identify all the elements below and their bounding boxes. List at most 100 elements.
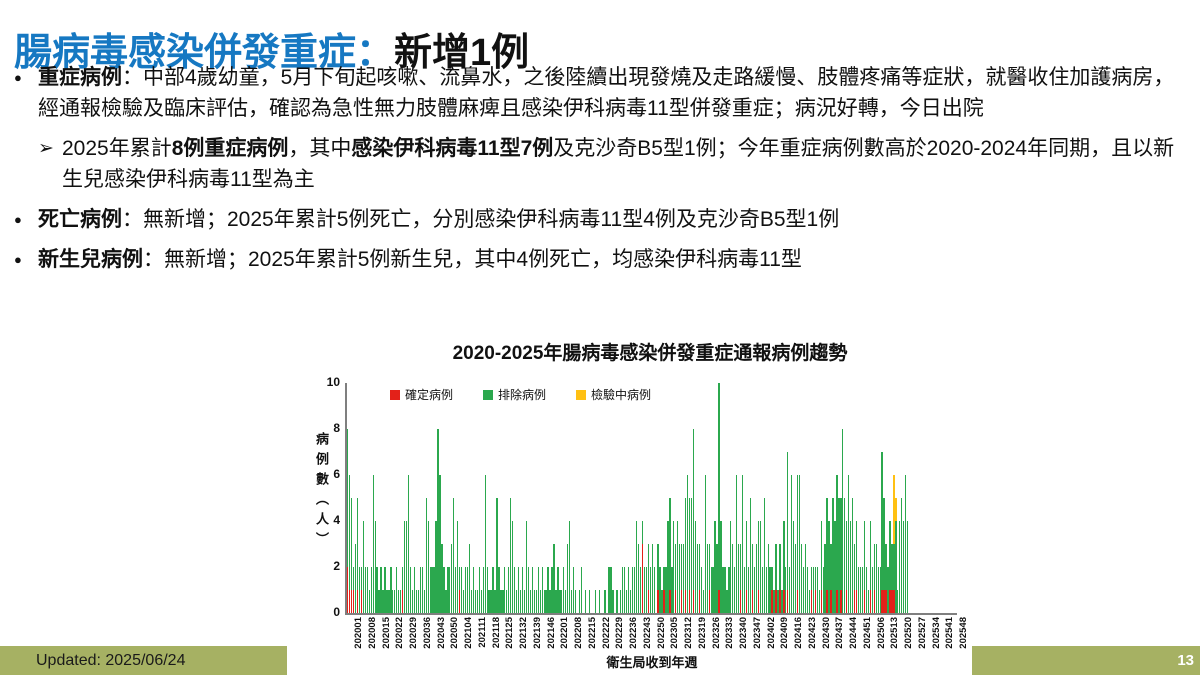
bar <box>667 521 669 613</box>
bar <box>724 567 726 613</box>
bar-segment <box>755 544 758 613</box>
bullet-text-segment: 及克沙奇B5型1例；今年重症病例數高於2020-2024年同期，且以新生兒感染伊… <box>62 137 1175 191</box>
bar-segment <box>787 452 789 590</box>
bar <box>470 590 473 613</box>
bar <box>494 590 496 613</box>
bar-segment <box>405 521 408 613</box>
bar-segment <box>352 567 355 590</box>
bar-segment <box>411 590 414 613</box>
bar-segment <box>484 475 486 613</box>
bar <box>749 498 752 613</box>
bar <box>604 590 606 613</box>
bar <box>413 567 416 613</box>
bar <box>830 544 832 613</box>
bar <box>580 567 583 613</box>
bullet-text-segment: ：無新增；2025年累計5例新生兒，其中4例死亡，均感染伊科病毒11型 <box>143 248 802 271</box>
bar <box>732 544 734 613</box>
x-tick-label: 202451 <box>861 617 873 649</box>
bar <box>459 567 461 613</box>
bar <box>620 590 622 613</box>
bar-segment <box>869 590 871 613</box>
bar-segment <box>626 590 628 613</box>
x-tick-label: 202236 <box>628 617 640 649</box>
bar-segment <box>348 475 351 590</box>
bar <box>362 521 365 613</box>
bar <box>563 567 565 613</box>
bar <box>867 590 870 613</box>
bar-segment <box>891 590 893 613</box>
bar <box>877 567 879 613</box>
bar <box>828 521 830 613</box>
bar-segment <box>698 590 701 613</box>
x-tick-label: 202111 <box>476 617 488 648</box>
bar <box>873 544 875 613</box>
bar-segment <box>753 567 756 613</box>
bar <box>384 567 386 613</box>
x-tick-label: 202326 <box>710 617 722 649</box>
bar-segment <box>714 521 716 613</box>
bar-segment <box>671 567 673 613</box>
bar <box>861 567 864 613</box>
bar-segment <box>504 567 506 613</box>
bullet-item: ➢ 2025年累計8例重症病例，其中感染伊科病毒11型7例及克沙奇B5型1例；今年… <box>38 133 1192 195</box>
bar <box>567 544 569 613</box>
bar-segment <box>402 567 404 590</box>
bar-segment <box>608 567 610 613</box>
bar <box>889 521 891 613</box>
bar <box>445 590 447 613</box>
bar-segment <box>677 521 679 613</box>
bar-segment <box>751 590 754 613</box>
bar-segment <box>795 544 797 613</box>
bar-segment <box>763 498 765 613</box>
bar-segment <box>354 544 357 613</box>
bar-segment <box>437 429 439 613</box>
bar <box>730 521 732 613</box>
x-tick-label: 202146 <box>545 617 557 649</box>
bar-segment <box>669 498 671 590</box>
x-tick-label: 202250 <box>655 617 667 649</box>
bar-segment <box>563 567 565 613</box>
bar-segment <box>855 521 858 590</box>
bar <box>551 567 553 613</box>
x-tick-label: 202409 <box>779 617 791 649</box>
bar-segment <box>903 521 905 613</box>
bar-segment <box>822 567 824 613</box>
bar-segment <box>549 590 551 613</box>
bar-segment <box>488 590 490 613</box>
bar <box>645 567 647 613</box>
bar-segment <box>804 544 807 613</box>
x-tick-label: 202001 <box>353 617 364 649</box>
bar-segment <box>889 590 891 613</box>
bar <box>832 498 834 613</box>
bar-segment <box>836 475 838 590</box>
bar <box>853 544 856 613</box>
bar-segment <box>594 590 596 613</box>
bar-segment <box>398 590 400 613</box>
bar-segment <box>459 590 461 613</box>
bar <box>588 590 590 613</box>
bar-segment <box>673 521 675 613</box>
bar <box>665 567 667 613</box>
x-tick-label: 202430 <box>820 617 832 649</box>
bar <box>488 590 490 613</box>
bar <box>740 544 742 613</box>
bar-segment <box>891 544 893 590</box>
x-tick-label: 202541 <box>944 617 956 649</box>
bar-segment <box>802 567 805 613</box>
bar <box>417 590 420 613</box>
x-tick-label: 202104 <box>463 617 475 649</box>
bar-segment <box>757 521 759 590</box>
bullet-text-segment: 重症病例 <box>38 66 122 89</box>
bar <box>474 590 477 613</box>
footer-page-bar: 13 <box>972 646 1200 675</box>
bar <box>464 567 467 613</box>
bar-segment <box>814 590 816 613</box>
bar <box>734 567 736 613</box>
x-tick-label: 202513 <box>889 617 901 649</box>
bar-segment <box>460 567 463 613</box>
bar-segment <box>850 521 852 613</box>
bullet-text-segment: 死亡病例 <box>38 208 122 231</box>
bar-segment <box>863 590 866 613</box>
bar-segment <box>455 567 457 613</box>
bar-segment <box>800 544 803 613</box>
